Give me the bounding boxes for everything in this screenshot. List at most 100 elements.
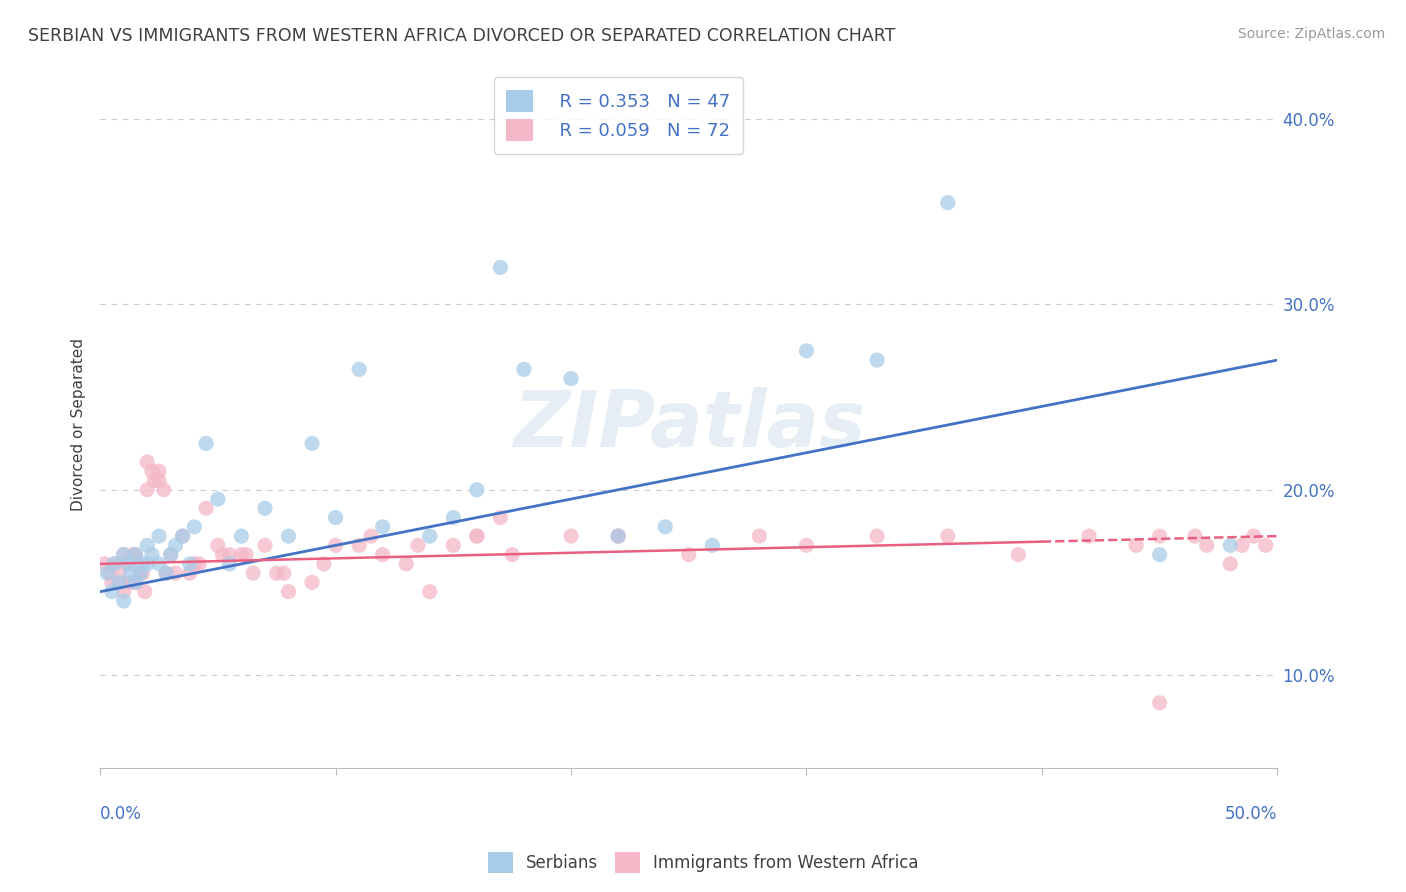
Point — [936, 529, 959, 543]
Point — [301, 575, 323, 590]
Point — [172, 529, 194, 543]
Point — [120, 575, 142, 590]
Point — [172, 529, 194, 543]
Point — [1219, 538, 1241, 552]
Text: 0.0%: 0.0% — [100, 805, 142, 823]
Point — [1243, 529, 1265, 543]
Point — [796, 343, 818, 358]
Point — [108, 566, 131, 581]
Point — [179, 566, 201, 581]
Point — [218, 557, 240, 571]
Point — [195, 501, 218, 516]
Point — [1149, 696, 1171, 710]
Point — [347, 538, 370, 552]
Point — [1149, 548, 1171, 562]
Point — [231, 548, 253, 562]
Point — [148, 557, 170, 571]
Point — [1219, 557, 1241, 571]
Point — [654, 520, 676, 534]
Point — [207, 538, 229, 552]
Point — [148, 529, 170, 543]
Point — [489, 510, 512, 524]
Point — [108, 575, 131, 590]
Point — [131, 557, 153, 571]
Point — [211, 548, 233, 562]
Point — [501, 548, 523, 562]
Text: SERBIAN VS IMMIGRANTS FROM WESTERN AFRICA DIVORCED OR SEPARATED CORRELATION CHAR: SERBIAN VS IMMIGRANTS FROM WESTERN AFRIC… — [28, 27, 896, 45]
Point — [513, 362, 536, 376]
Point — [465, 483, 488, 497]
Point — [465, 529, 488, 543]
Point — [936, 195, 959, 210]
Point — [441, 510, 464, 524]
Point — [560, 529, 582, 543]
Point — [371, 548, 394, 562]
Legend: Serbians, Immigrants from Western Africa: Serbians, Immigrants from Western Africa — [481, 846, 925, 880]
Point — [131, 566, 153, 581]
Point — [110, 575, 132, 590]
Point — [235, 548, 257, 562]
Point — [1184, 529, 1206, 543]
Point — [371, 520, 394, 534]
Point — [117, 557, 139, 571]
Point — [1007, 548, 1029, 562]
Point — [866, 353, 889, 368]
Point — [112, 584, 135, 599]
Point — [607, 529, 630, 543]
Point — [179, 557, 201, 571]
Point — [277, 529, 299, 543]
Text: Source: ZipAtlas.com: Source: ZipAtlas.com — [1237, 27, 1385, 41]
Point — [1125, 538, 1147, 552]
Point — [312, 557, 335, 571]
Point — [165, 566, 187, 581]
Y-axis label: Divorced or Separated: Divorced or Separated — [72, 338, 86, 511]
Point — [136, 538, 159, 552]
Point — [560, 371, 582, 385]
Point — [152, 483, 174, 497]
Point — [101, 584, 124, 599]
Point — [136, 455, 159, 469]
Point — [253, 538, 276, 552]
Point — [702, 538, 724, 552]
Point — [124, 575, 146, 590]
Point — [148, 474, 170, 488]
Point — [465, 529, 488, 543]
Point — [159, 548, 181, 562]
Point — [98, 566, 121, 581]
Point — [94, 557, 117, 571]
Point — [266, 566, 288, 581]
Text: ZIPatlas: ZIPatlas — [513, 387, 865, 463]
Point — [124, 575, 146, 590]
Point — [148, 464, 170, 478]
Point — [207, 491, 229, 506]
Point — [277, 584, 299, 599]
Point — [748, 529, 770, 543]
Point — [117, 557, 139, 571]
Point — [218, 548, 240, 562]
Point — [183, 557, 205, 571]
Point — [124, 548, 146, 562]
Legend:   R = 0.353   N = 47,   R = 0.059   N = 72: R = 0.353 N = 47, R = 0.059 N = 72 — [494, 78, 742, 154]
Point — [301, 436, 323, 450]
Point — [134, 584, 156, 599]
Point — [796, 538, 818, 552]
Point — [159, 548, 181, 562]
Point — [1195, 538, 1218, 552]
Point — [253, 501, 276, 516]
Point — [129, 566, 152, 581]
Point — [273, 566, 295, 581]
Point — [1149, 529, 1171, 543]
Point — [866, 529, 889, 543]
Point — [325, 538, 347, 552]
Point — [231, 529, 253, 543]
Point — [112, 594, 135, 608]
Point — [406, 538, 429, 552]
Point — [489, 260, 512, 275]
Point — [242, 566, 264, 581]
Point — [101, 575, 124, 590]
Point — [607, 529, 630, 543]
Point — [103, 557, 125, 571]
Point — [419, 584, 441, 599]
Point — [143, 474, 166, 488]
Point — [155, 566, 177, 581]
